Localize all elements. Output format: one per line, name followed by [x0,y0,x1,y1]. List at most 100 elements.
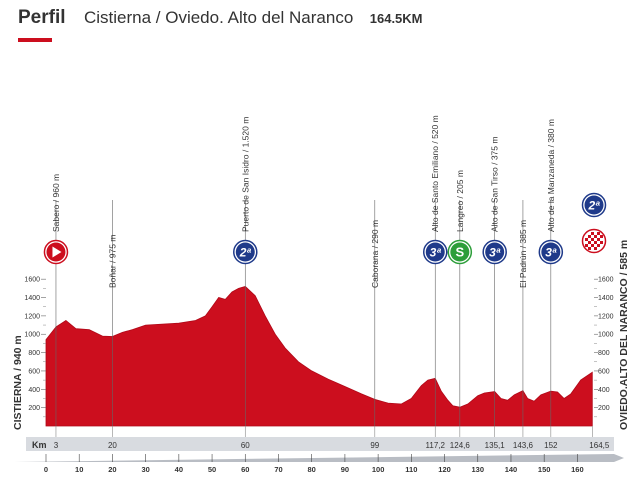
mountain-category-inner [235,242,255,262]
waypoint-label: El Padrún / 385 m [518,220,528,288]
finish-flag-square [594,235,597,238]
finish-flag-square [588,232,591,235]
x-tick-label: 100 [372,465,385,474]
y-tick-label-right: 1600 [598,277,614,284]
x-tick-label: 120 [438,465,451,474]
distance-label: 164.5KM [369,11,423,26]
start-label: CISTIERNA / 940 m [12,335,24,430]
waypoint-badge: 3ª [538,239,564,265]
y-tick-label-right: 1200 [598,313,614,320]
finish-flag-square [588,244,591,247]
km-row-label: Km [32,440,47,450]
finish-flag-square [588,241,591,244]
finish-flag-square [594,238,597,241]
category-label: 3ª [489,246,501,260]
km-band [26,437,614,451]
km-marker-label: 3 [54,441,59,450]
finish-flag-square [585,238,588,241]
km-marker-label: 143,6 [513,441,534,450]
profile-area [45,286,593,427]
finish-flag-square [585,241,588,244]
waypoint-label: Alto de la Manzaneda / 380 m [546,119,556,232]
play-icon [52,246,62,258]
x-tick-label: 0 [44,465,48,474]
y-tick-label-left: 1600 [24,277,40,284]
category-label: 3ª [545,246,557,260]
finish-flag-square [594,244,597,247]
finish-flag-square [594,247,597,250]
km-marker-label: 99 [370,441,379,450]
finish-flag-square [597,235,600,238]
x-axis-band [14,454,624,462]
category-label: 2ª [239,246,252,260]
x-tick-label: 10 [75,465,83,474]
finish-flag-square [597,247,600,250]
waypoint-label: Langreo / 205 m [455,170,465,232]
finish-flag-square [600,238,603,241]
finish-flag-square [588,247,591,250]
finish-flag-square [588,238,591,241]
finish-flag-square [591,244,594,247]
x-tick-label: 80 [308,465,316,474]
finish-flag-square [585,235,588,238]
y-tick-label-left: 800 [28,350,40,357]
waypoint-label: Boñar / 975 m [107,235,117,288]
y-tick-label-left: 1000 [24,332,40,339]
sprint-label: S [455,245,464,260]
x-tick-label: 90 [341,465,349,474]
finish-flag-square [591,238,594,241]
finish-flag-square [600,244,603,247]
finish-flag-square [597,238,600,241]
y-tick-label-right: 1400 [598,295,614,302]
route-title: Cistierna / Oviedo. Alto del Naranco [83,8,354,27]
km-marker-label: 60 [241,441,250,450]
finish-flag-square [591,247,594,250]
finish-flag-square [585,244,588,247]
y-tick-label-right: 1000 [598,332,614,339]
y-tick-label-right: 600 [598,368,610,375]
x-tick-label: 150 [538,465,551,474]
x-tick-label: 20 [108,465,116,474]
mountain-category-inner [541,242,561,262]
mountain-category-inner [425,242,445,262]
waypoint-badge: 3ª [422,239,448,265]
sprint-icon-inner [450,242,470,262]
finish-flag-square [594,241,597,244]
waypoint-label: Alto de San Tirso / 375 m [490,137,500,232]
waypoint-label: Alto de Santo Emiliano / 520 m [430,115,440,232]
finish-badge [581,228,607,254]
x-tick-label: 60 [241,465,249,474]
finish-flag-square [588,235,591,238]
km-marker-label: 135,1 [485,441,506,450]
y-tick-label-left: 200 [28,405,40,412]
x-tick-label: 160 [571,465,584,474]
waypoint-badge: S [447,239,473,265]
mountain-category-inner [485,242,505,262]
km-marker-label: 124,6 [450,441,471,450]
finish-flag-square [597,232,600,235]
km-marker-label: 164,5 [589,441,610,450]
x-tick-label: 110 [405,465,417,474]
accent-bar [18,38,52,42]
km-marker-label: 152 [544,441,558,450]
finish-flag-square [597,244,600,247]
waypoint-label: Caborana / 290 m [370,220,380,288]
x-tick-label: 130 [471,465,484,474]
km-marker-label: 20 [108,441,117,450]
y-tick-label-right: 200 [598,405,610,412]
finish-badge: 2ª [581,192,607,218]
finish-flag-square [591,235,594,238]
waypoint-badge: 3ª [482,239,507,265]
y-tick-label-right: 400 [598,387,610,394]
waypoint-badge: 2ª [233,239,258,265]
y-tick-label-left: 1200 [24,313,40,320]
finish-flag-square [594,232,597,235]
finish-flag-square [600,241,603,244]
finish-flag-square [600,235,603,238]
mountain-category-inner [584,195,604,215]
finish-flag-square [597,241,600,244]
y-tick-label-left: 400 [28,387,40,394]
category-label: 2ª [587,199,600,213]
waypoint-label: Puerto de San Isidro / 1.520 m [240,117,250,232]
